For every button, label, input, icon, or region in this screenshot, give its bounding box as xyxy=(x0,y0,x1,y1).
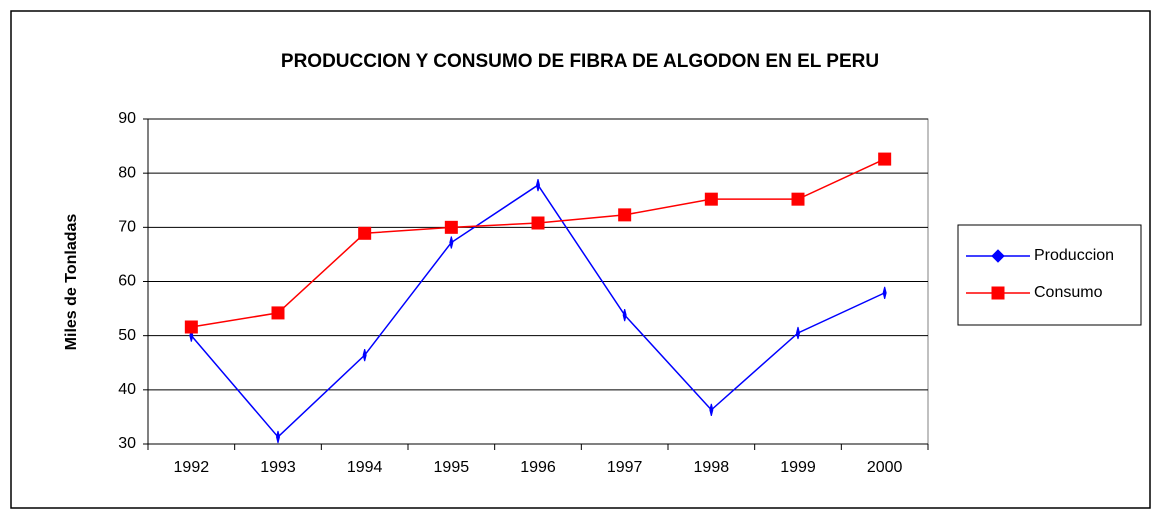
y-tick-label: 80 xyxy=(118,164,136,181)
x-tick-label: 1993 xyxy=(260,459,296,476)
y-tick-label: 60 xyxy=(118,273,136,290)
legend-label: Produccion xyxy=(1034,247,1114,264)
y-tick-label: 90 xyxy=(118,110,136,127)
y-tick-label: 70 xyxy=(118,219,136,236)
y-tick-label: 40 xyxy=(118,381,136,398)
data-point xyxy=(444,220,458,234)
data-point xyxy=(275,430,281,444)
x-tick-label: 1992 xyxy=(174,459,210,476)
data-point xyxy=(358,226,372,240)
x-tick-label: 1994 xyxy=(347,459,383,476)
data-point xyxy=(531,216,545,230)
legend xyxy=(957,224,1142,326)
x-tick-label: 1996 xyxy=(520,459,556,476)
data-point xyxy=(704,192,718,206)
legend-marker xyxy=(991,249,1005,263)
x-tick-label: 1997 xyxy=(607,459,643,476)
data-point xyxy=(535,178,541,192)
data-point xyxy=(184,320,198,334)
chart-title: PRODUCCION Y CONSUMO DE FIBRA DE ALGODON… xyxy=(281,51,879,72)
data-point xyxy=(618,208,632,222)
data-point xyxy=(709,403,714,416)
x-tick-label: 1998 xyxy=(694,459,730,476)
x-tick-label: 2000 xyxy=(867,459,903,476)
data-point xyxy=(878,152,892,166)
legend-label: Consumo xyxy=(1034,284,1103,301)
legend-marker xyxy=(991,286,1005,300)
data-point xyxy=(622,308,627,322)
y-axis-label: Miles de Tonladas xyxy=(63,214,80,351)
y-tick-label: 50 xyxy=(118,327,136,344)
x-tick-label: 1999 xyxy=(780,459,816,476)
y-tick-label: 30 xyxy=(118,435,136,452)
data-point xyxy=(791,192,805,206)
data-point xyxy=(271,306,285,320)
data-point xyxy=(449,236,454,249)
data-point xyxy=(882,286,887,299)
data-point xyxy=(362,349,367,362)
x-tick-label: 1995 xyxy=(434,459,470,476)
data-point xyxy=(795,326,801,340)
